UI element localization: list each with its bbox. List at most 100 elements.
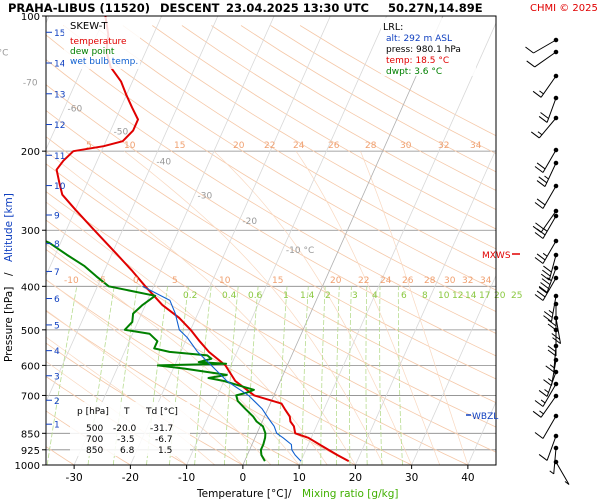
wind-barb-flag — [534, 202, 544, 209]
wind-barb-dot — [553, 343, 559, 349]
wind-barb-flag — [547, 319, 557, 327]
table-cell: 500 — [86, 424, 103, 434]
wind-barb-staff — [542, 240, 557, 264]
header-credit: CHMI © 2025 — [530, 3, 598, 14]
altitude-tick-label: 2 — [54, 397, 60, 407]
altitude-tick-label: 1 — [54, 421, 60, 431]
pressure-axis: 100 200 300 400 500 600 700 850 925 1000 — [15, 12, 46, 472]
pressure-tick-label: 850 — [21, 429, 40, 440]
pressure-tick-label: 925 — [21, 446, 40, 457]
pressure-tick-label: 100 — [21, 12, 40, 23]
wind-barb-half — [542, 252, 548, 257]
temperature-tick-label: -20 — [122, 472, 139, 484]
isotherm-line — [46, 16, 106, 151]
wind-barb-flag — [538, 454, 548, 461]
isotherm-label: -40 — [156, 158, 171, 168]
wind-barb-half — [544, 389, 549, 393]
wind-barb-half — [547, 378, 553, 382]
x-axis-title: Temperature [°C] — [196, 488, 288, 500]
wind-barb-dot — [553, 238, 559, 244]
mixing-ratio-line — [365, 286, 368, 465]
pressure-tick-label: 600 — [21, 361, 40, 372]
isotherm-label: -50 — [114, 128, 129, 138]
isotherm-label: -30 — [198, 192, 213, 202]
temperature-tick-label: 10 — [292, 472, 305, 484]
wind-barb-dot — [553, 293, 559, 299]
altitude-tick-label: 14 — [54, 60, 66, 70]
wind-barb-dot — [553, 37, 559, 43]
theta-label: 20 — [330, 276, 342, 286]
wind-barb-flag — [534, 294, 544, 301]
wind-barb-flag — [543, 265, 552, 273]
lrl-box — [381, 18, 476, 76]
dry-adiabat-line — [46, 136, 496, 404]
table-header-p: p [hPa] — [77, 407, 109, 417]
wind-barb-dot — [553, 369, 559, 375]
mix-label: 0.2 — [183, 291, 197, 301]
wind-barb-dot — [553, 357, 559, 363]
mixing-ratio-line — [336, 286, 340, 465]
mixing-ratio-line — [379, 286, 383, 465]
wind-barb-half — [548, 310, 554, 314]
isotherm-label: -70 — [23, 79, 38, 89]
temperature-tick-label: -30 — [66, 472, 83, 484]
mix-label: 12 — [452, 291, 463, 301]
wind-barb-half — [539, 90, 544, 95]
mixing-ratio-line — [349, 286, 352, 465]
altitude-tick-label: 7 — [54, 268, 60, 278]
table-cell: -31.7 — [150, 424, 173, 434]
wind-barb-dot — [553, 49, 559, 55]
wind-barb-half — [549, 364, 555, 369]
dry-adiabat-line — [46, 59, 496, 334]
altitude-tick-label: 13 — [54, 90, 65, 100]
theta-label: -5 — [97, 276, 106, 286]
wind-barb-flag — [538, 176, 548, 184]
temperature-tick-label: 20 — [349, 472, 362, 484]
lrl-press: press: 980.1 hPa — [386, 45, 461, 55]
moist-adiabat-line — [46, 309, 244, 465]
legend-temperature: temperature — [70, 37, 127, 47]
isotherm-line — [298, 22, 496, 465]
wind-barb-staff — [538, 117, 557, 139]
theta-labels-400: -10 -5 0 5 10 15 20 22 24 26 28 30 32 34 — [64, 276, 492, 286]
mix-label: 3 — [352, 291, 358, 301]
plot-frame — [45, 15, 497, 466]
isotherm-label: -80 °C — [0, 49, 8, 59]
wind-barb-staff — [542, 185, 557, 209]
dry-adiabat-line — [181, 25, 496, 211]
wind-barb-flag — [536, 253, 546, 261]
altitude-tick-label: 9 — [54, 211, 60, 221]
mixing-ratio-line — [397, 286, 403, 465]
mix-label: 4 — [372, 291, 378, 301]
wind-barb-dot — [553, 301, 559, 307]
theta-label: 10 — [219, 276, 231, 286]
plot-area — [46, 16, 496, 465]
header-station: PRAHA-LIBUS (11520) — [8, 1, 150, 15]
theta-label: 15 — [174, 141, 185, 151]
lrl-temp: temp: 18.5 °C — [386, 56, 449, 66]
wind-barbs — [525, 37, 570, 485]
dry-adiabat-line — [46, 84, 496, 357]
temperature-tick-label: 0 — [240, 472, 247, 484]
wind-barb-flag — [532, 410, 542, 418]
wind-barb-staff — [546, 435, 557, 461]
wind-barb-flag — [536, 162, 546, 170]
mix-label: 8 — [422, 291, 428, 301]
temperature-tick-label: -10 — [178, 472, 195, 484]
theta-label: 32 — [462, 276, 473, 286]
table-cell: -3.5 — [117, 435, 135, 445]
mix-label: 20 — [494, 291, 506, 301]
moist-adiabat-line — [360, 151, 469, 465]
wind-barb-flag — [534, 432, 544, 439]
wind-barb-flag — [543, 311, 553, 318]
mix-label: 1 — [283, 291, 289, 301]
wind-barb-flag — [534, 166, 544, 173]
theta-label: 30 — [444, 276, 456, 286]
isotherm-line — [524, 16, 600, 465]
wind-barb-flag — [538, 116, 548, 123]
mixing-ratio-line — [87, 286, 115, 465]
theta-label: 32 — [438, 141, 449, 151]
isotherm-line — [242, 16, 444, 465]
theta-label: 26 — [402, 276, 414, 286]
